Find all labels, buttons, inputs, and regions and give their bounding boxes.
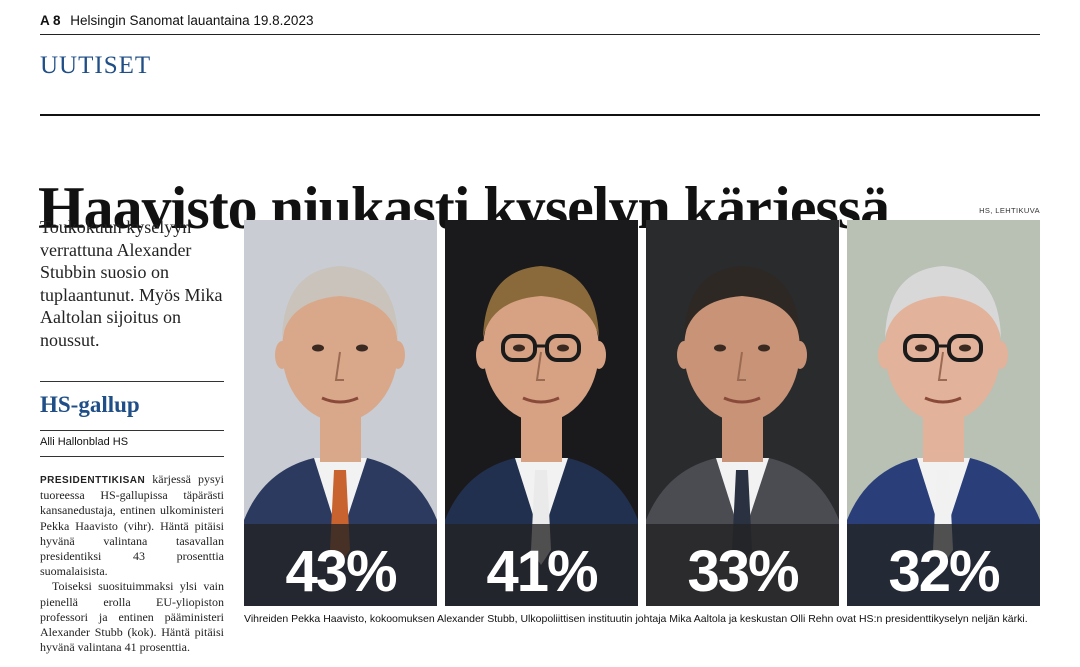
percent-band	[244, 524, 437, 606]
section-label: UUTISET	[40, 52, 152, 79]
support-percent: 32%	[888, 539, 1000, 604]
body-text: kärjessä pysyi tuoreessa HS-gallupissa t…	[40, 472, 224, 518]
page-folio: A 8 Helsingin Sanomat lauantaina 19.8.20…	[40, 13, 1040, 33]
divider-rule	[40, 430, 224, 431]
lead-paragraph: Toukokuun kyselyyn verrattuna Alexander …	[40, 217, 223, 350]
support-percent: 33%	[687, 539, 799, 604]
page-number: A 8	[40, 13, 61, 28]
body-text: (vihr). Häntä pitäisi hyvänä valintana t…	[40, 518, 225, 579]
support-percent: 41%	[486, 539, 598, 604]
body-text: (kok). Häntä pitäisi hyvänä valintana 41…	[40, 625, 224, 655]
percent-band	[847, 524, 1040, 606]
percent-band	[445, 524, 638, 606]
byline: Alli Hallonblad HS	[40, 436, 129, 448]
candidate-photo: 33%	[646, 220, 839, 606]
article-body: PRESIDENTTIKISAN kärjessä pysyi tuoreess…	[40, 472, 224, 655]
photo-credit: HS, LEHTIKUVA	[979, 206, 1040, 215]
top-rule	[40, 34, 1040, 35]
candidate-photo: 32%	[847, 220, 1040, 606]
support-percent: 43%	[285, 539, 397, 604]
percent-band	[646, 524, 839, 606]
candidate-photo: 43%	[244, 220, 437, 606]
body-paragraph: PRESIDENTTIKISAN kärjessä pysyi tuoreess…	[40, 472, 224, 579]
divider-rule	[40, 456, 224, 457]
body-text: Toiseksi suosituimmaksi ylsi vain pienel…	[40, 579, 224, 624]
body-paragraph: Toiseksi suosituimmaksi ylsi vain pienel…	[40, 579, 224, 655]
candidate-photo: 41%	[445, 220, 638, 606]
divider-rule	[40, 381, 224, 382]
publication-date: Helsingin Sanomat lauantaina 19.8.2023	[70, 13, 314, 28]
drop-caps-lead: PRESIDENTTIKISAN	[40, 475, 146, 486]
portrait-illustration	[244, 220, 437, 606]
person-name: Alexander Stubb	[40, 625, 123, 640]
person-name: Pekka Haavisto	[40, 518, 118, 533]
kicker-title: HS-gallup	[40, 392, 140, 417]
section-rule	[40, 114, 1040, 116]
photo-caption: Vihreiden Pekka Haavisto, kokoomuksen Al…	[244, 613, 1028, 625]
